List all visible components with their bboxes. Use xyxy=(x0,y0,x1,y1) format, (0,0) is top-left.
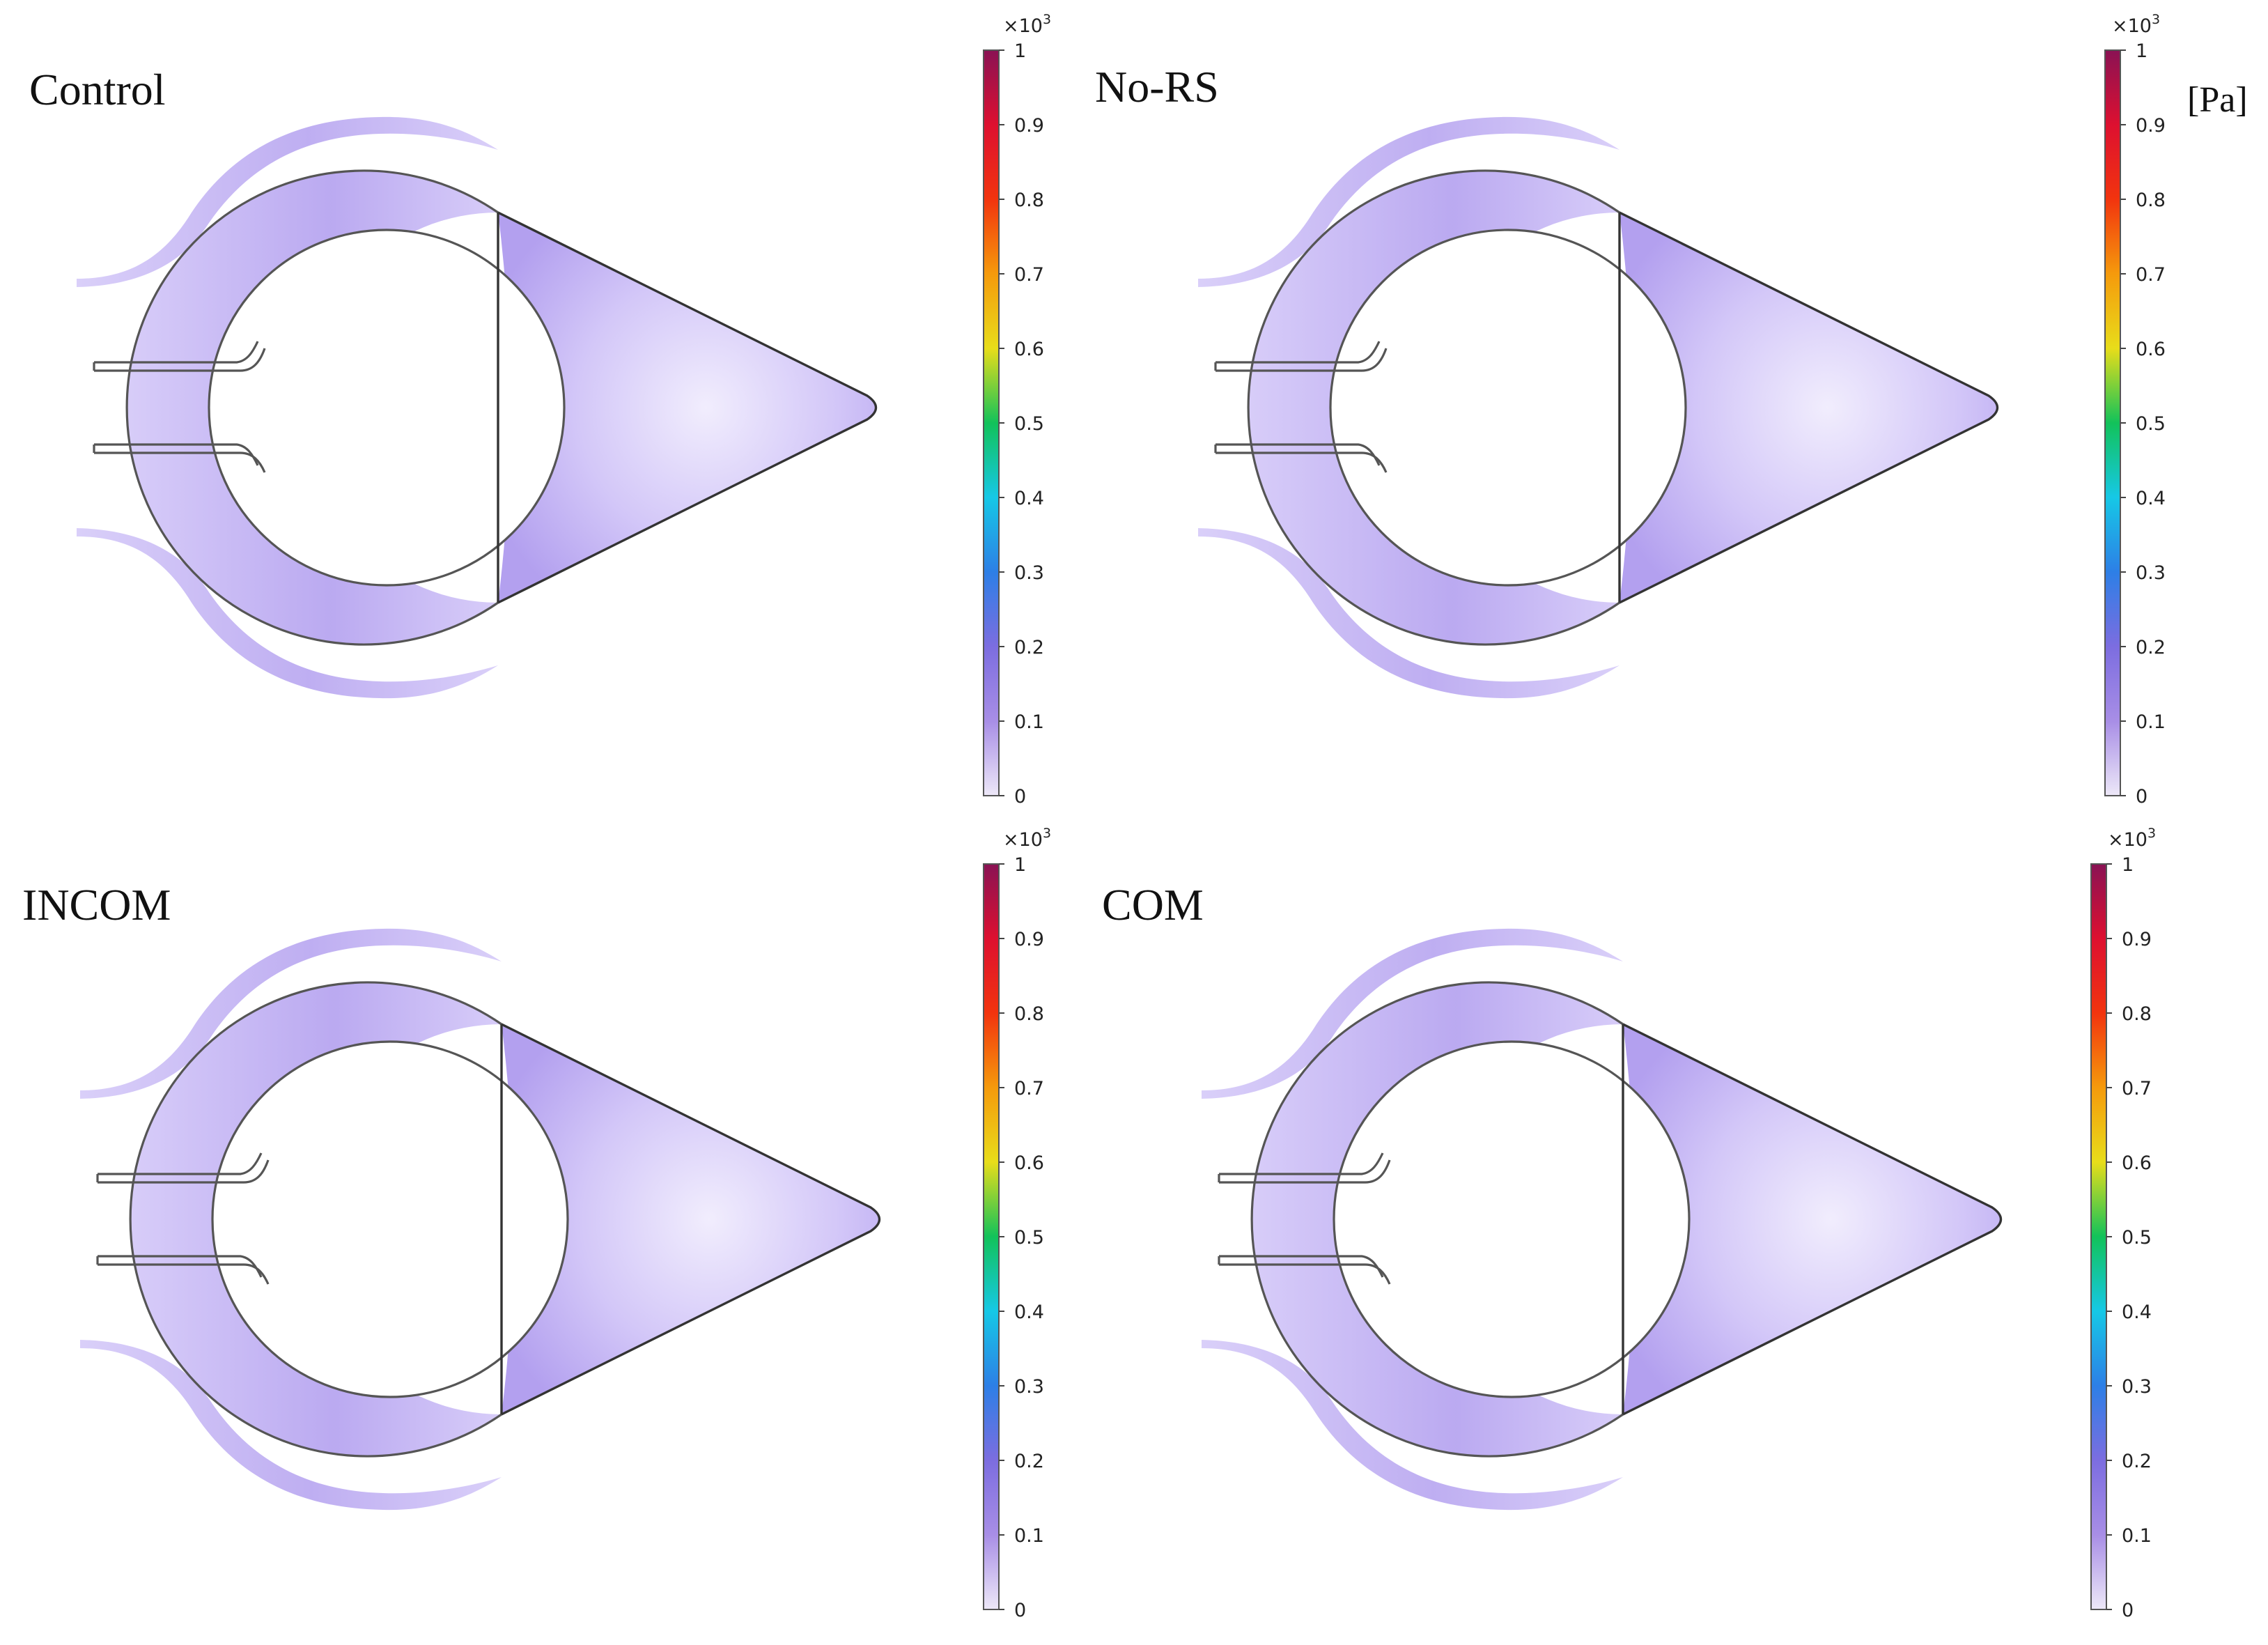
colorbar-tick-label: 0.3 xyxy=(2122,1376,2152,1398)
colorbar-tick-label: 0.4 xyxy=(2122,1302,2152,1323)
colorbar-tick-label: 0.2 xyxy=(2122,1451,2152,1472)
colorbar-tick-label: 0 xyxy=(2122,1600,2134,1621)
colorbar-tick-label: 0.1 xyxy=(1014,1525,1044,1547)
colorbar-tick-label: 0.9 xyxy=(1014,115,1044,137)
colorbar-tick-label: 0.9 xyxy=(2136,115,2166,137)
panel-title: INCOM xyxy=(22,880,171,929)
panel-com: COM 0 0.1 0.2 0.3 0.4 0.5 0.6 0.7 0.8 0.9 1 ×103 xyxy=(1102,826,2156,1621)
colorbar-tick-label: 1 xyxy=(1014,40,1026,62)
panel-incom: INCOM 0 0.1 0.2 0.3 0.4 0.5 0.6 0.7 0.8 0.9 1 ×103 xyxy=(22,826,1051,1621)
colorbar-tick-label: 1 xyxy=(2136,40,2147,62)
colorbar-tick-label: 0.5 xyxy=(2122,1227,2152,1249)
colorbar-tick-label: 0.7 xyxy=(1014,264,1044,286)
colorbar-tick-label: 0.1 xyxy=(2136,711,2166,733)
colorbar-tick-label: 0.3 xyxy=(2136,562,2166,584)
panel-title: No-RS xyxy=(1095,62,1219,111)
colorbar-tick-label: 0.5 xyxy=(1014,1227,1044,1249)
panel-title: COM xyxy=(1102,880,1204,929)
colorbar-gradient xyxy=(2104,49,2121,796)
colorbar-tick-label: 0.3 xyxy=(1014,562,1044,584)
colorbar-tick-label: 0 xyxy=(2136,786,2147,808)
colorbar-gradient xyxy=(2090,863,2107,1610)
colorbar-tick-label: 0.9 xyxy=(2122,929,2152,950)
colorbar-tick-label: 0.6 xyxy=(2122,1152,2152,1174)
flow-diagram xyxy=(1200,927,2003,1511)
colorbar-tick-label: 1 xyxy=(2122,854,2134,876)
colorbar-tick-label: 0.6 xyxy=(2136,339,2166,360)
colorbar-tick-label: 0.3 xyxy=(1014,1376,1044,1398)
flow-diagram xyxy=(75,116,878,700)
colorbar-tick-label: 0.8 xyxy=(2136,190,2166,211)
colorbar-tick-label: 0.9 xyxy=(1014,929,1044,950)
colorbar-tick-label: 0.6 xyxy=(1014,1152,1044,1174)
colorbar-tick-label: 0.2 xyxy=(1014,1451,1044,1472)
colorbar-multiplier: ×103 xyxy=(1003,12,1051,37)
colorbar-gradient xyxy=(983,49,1000,796)
colorbar-tick-label: 0.2 xyxy=(2136,637,2166,658)
colorbar-tick-label: 0.1 xyxy=(2122,1525,2152,1547)
colorbar-tick-label: 0.6 xyxy=(1014,339,1044,360)
colorbar-tick-label: 0.7 xyxy=(2122,1078,2152,1099)
colorbar-tick-label: 0.5 xyxy=(1014,413,1044,435)
colorbar-tick-label: 0.2 xyxy=(1014,637,1044,658)
colorbar-tick-label: 0.8 xyxy=(1014,1003,1044,1025)
colorbar-tick-label: 0.4 xyxy=(2136,488,2166,509)
flow-diagram xyxy=(1197,116,1999,700)
colorbar-multiplier: ×103 xyxy=(2108,826,2156,851)
colorbar: 0 0.1 0.2 0.3 0.4 0.5 0.6 0.7 0.8 0.9 1 ×103 xyxy=(2090,826,2156,1621)
colorbar: 0 0.1 0.2 0.3 0.4 0.5 0.6 0.7 0.8 0.9 1 ×103 xyxy=(983,826,1051,1621)
colorbar-tick-label: 0.5 xyxy=(2136,413,2166,435)
colorbar-tick-label: 0.1 xyxy=(1014,711,1044,733)
colorbar-tick-label: 0.8 xyxy=(1014,190,1044,211)
panel-no-rs: No-RS 0 0.1 0.2 0.3 0.4 0.5 0.6 0.7 0.8 0.9 1 ×103… xyxy=(1095,12,2248,808)
colorbar-tick-label: 1 xyxy=(1014,854,1026,876)
panel-title: Control xyxy=(29,65,166,114)
colorbar-multiplier: ×103 xyxy=(2112,12,2160,37)
colorbar: 0 0.1 0.2 0.3 0.4 0.5 0.6 0.7 0.8 0.9 1 ×103 [Pa] xyxy=(2104,12,2248,808)
flow-diagram xyxy=(79,927,881,1511)
colorbar-tick-label: 0.4 xyxy=(1014,1302,1044,1323)
colorbar-tick-label: 0.7 xyxy=(1014,1078,1044,1099)
colorbar: 0 0.1 0.2 0.3 0.4 0.5 0.6 0.7 0.8 0.9 1 ×103 xyxy=(983,12,1051,808)
colorbar-tick-label: 0.7 xyxy=(2136,264,2166,286)
colorbar-tick-label: 0 xyxy=(1014,1600,1026,1621)
colorbar-tick-label: 0.4 xyxy=(1014,488,1044,509)
colorbar-tick-label: 0.8 xyxy=(2122,1003,2152,1025)
colorbar-multiplier: ×103 xyxy=(1003,826,1051,851)
colorbar-unit: [Pa] xyxy=(2187,80,2248,120)
colorbar-tick-label: 0 xyxy=(1014,786,1026,808)
colorbar-gradient xyxy=(983,863,1000,1610)
panel-control: Control 0 0.1 0.2 0.3 0.4 0.5 0.6 0.7 0.8 0.9 1 ×1… xyxy=(29,12,1051,808)
